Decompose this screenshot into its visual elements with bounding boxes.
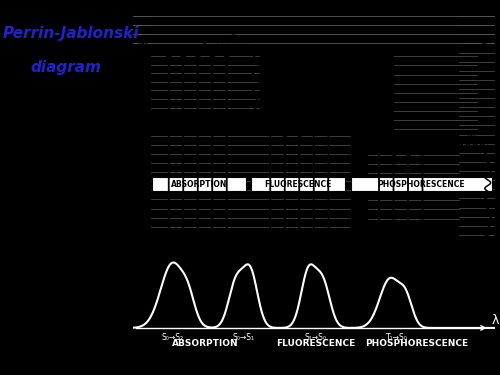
Text: λ: λ — [492, 314, 499, 327]
Text: diagram: diagram — [30, 60, 101, 75]
Text: PHOSPHORESCENCE: PHOSPHORESCENCE — [366, 339, 469, 348]
Text: S₀: S₀ — [498, 234, 500, 244]
Text: Perrin-Jablonski: Perrin-Jablonski — [2, 26, 139, 41]
Text: IC: IC — [230, 33, 238, 42]
Text: ABSORPTION: ABSORPTION — [172, 339, 238, 348]
Text: IC: IC — [128, 112, 136, 122]
Text: PHOSPHORESCENCE: PHOSPHORESCENCE — [378, 180, 465, 189]
Text: ISC: ISC — [352, 112, 366, 122]
Text: FLUORESCENCE: FLUORESCENCE — [276, 339, 355, 348]
Text: S₀→S₂: S₀→S₂ — [162, 333, 184, 342]
Text: S₀: S₀ — [114, 234, 125, 244]
FancyBboxPatch shape — [152, 177, 246, 191]
Text: ISC: ISC — [466, 132, 480, 141]
Text: T₁: T₁ — [354, 136, 364, 146]
Text: FLUORESCENCE: FLUORESCENCE — [264, 180, 332, 189]
Text: T₂: T₂ — [480, 42, 492, 52]
FancyBboxPatch shape — [351, 177, 492, 191]
Text: S₁: S₁ — [248, 117, 260, 126]
FancyBboxPatch shape — [252, 177, 346, 191]
Text: S₂: S₂ — [138, 37, 149, 47]
Text: ABSORPTION: ABSORPTION — [170, 180, 227, 189]
Text: T₁→S₀: T₁→S₀ — [386, 333, 408, 342]
Text: 2: 2 — [203, 39, 207, 45]
Text: S₁→S₀: S₁→S₀ — [304, 333, 326, 342]
Text: S₀→S₁: S₀→S₁ — [232, 333, 254, 342]
